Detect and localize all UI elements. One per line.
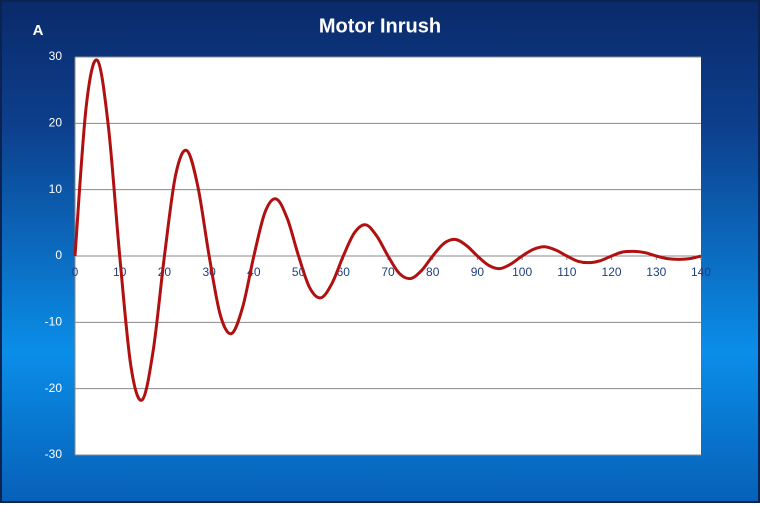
y-tick-label: 30 [49, 49, 63, 63]
line-series [73, 58, 702, 402]
x-tick-label: 110 [557, 265, 576, 279]
x-tick-label: 130 [646, 265, 666, 279]
y-axis-label: A [33, 22, 44, 39]
x-tick-label: 90 [471, 265, 485, 279]
y-tick-label: -10 [45, 315, 63, 329]
x-tick-label: 70 [381, 265, 395, 279]
y-tick-label: 10 [49, 182, 63, 196]
y-tick-label: -30 [45, 447, 63, 461]
x-tick-label: 140 [691, 265, 711, 279]
y-tick-label: 20 [49, 116, 63, 130]
x-tick-label: 20 [158, 265, 172, 279]
x-tick-label: 80 [426, 265, 440, 279]
chart-title: Motor Inrush [319, 15, 441, 37]
y-tick-label: 0 [55, 248, 62, 262]
y-tick-label: -20 [45, 381, 63, 395]
x-tick-label: 120 [602, 265, 622, 279]
x-tick-label: 0 [72, 265, 79, 279]
x-tick-label: 60 [337, 265, 351, 279]
x-tick-label: 100 [512, 265, 532, 279]
